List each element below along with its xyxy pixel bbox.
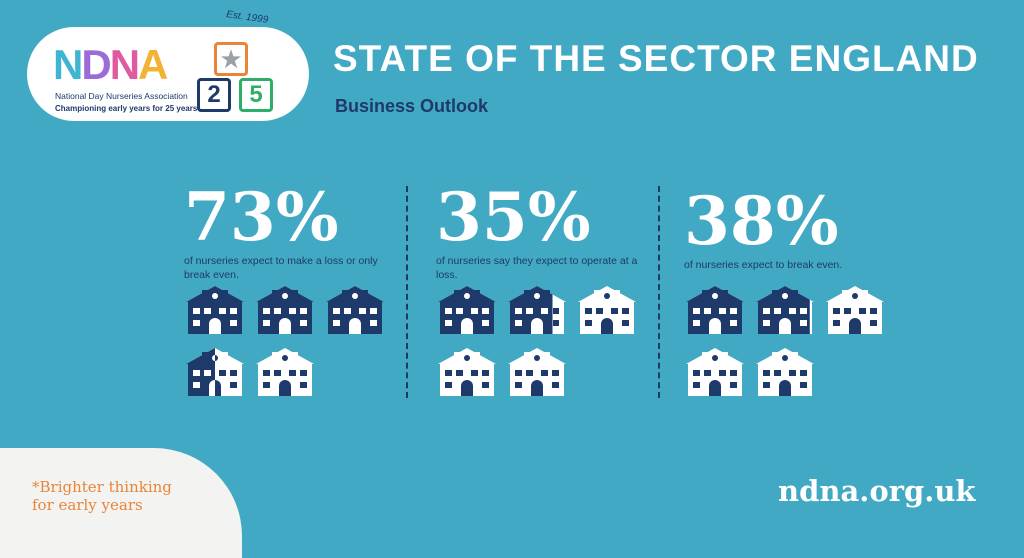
column-divider: [658, 186, 660, 398]
page-subtitle: Business Outlook: [335, 96, 489, 116]
house-icon: [256, 286, 314, 334]
page-title: STATE OF THE SECTOR ENGLAND: [333, 38, 979, 79]
logo-association-name: National Day Nurseries Association: [55, 91, 188, 101]
house-icon: [438, 286, 496, 334]
house-icon: [756, 348, 814, 396]
stat-description: of nurseries expect to make a loss or on…: [184, 255, 378, 281]
house-icon: [686, 348, 744, 396]
footer-tagline: *Brighter thinking for early years: [32, 478, 172, 514]
stat-description: of nurseries expect to break even.: [684, 259, 843, 271]
stat-break-even: 38% of nurseries expect to break even.: [684, 188, 894, 272]
footer-tagline-line2: for early years: [32, 496, 143, 514]
ndna-logo-wordmark: NDNA: [53, 41, 168, 89]
stat-loss-or-break-even: 73% of nurseries expect to make a loss o…: [184, 184, 394, 282]
footer-tagline-line1: *Brighter thinking: [32, 478, 172, 496]
block-digit-2: 2: [197, 78, 231, 112]
column-divider: [406, 186, 408, 398]
logo-letter-n2: N: [109, 41, 140, 88]
house-icon: [686, 286, 744, 334]
house-icon: [186, 286, 244, 334]
house-icon: [508, 286, 566, 334]
house-icon: [256, 348, 314, 396]
house-icon: [508, 348, 566, 396]
stat-operate-at-loss: 35% of nurseries say they expect to oper…: [436, 184, 646, 282]
star-block-icon: ★: [214, 42, 248, 76]
house-icon: [578, 286, 636, 334]
house-icon: [186, 348, 244, 396]
stat-value: 73%: [184, 178, 339, 256]
logo-tagline: Championing early years for 25 years: [55, 104, 198, 113]
stat-value: 38%: [684, 182, 839, 260]
stat-value: 35%: [436, 178, 591, 256]
logo-letter-a: A: [138, 41, 168, 88]
block-digit-5: 5: [239, 78, 273, 112]
logo-est-year: Est. 1999: [225, 9, 269, 26]
house-icon: [438, 348, 496, 396]
house-icon: [326, 286, 384, 334]
stat-description: of nurseries say they expect to operate …: [436, 255, 638, 281]
website-link[interactable]: ndna.org.uk: [778, 474, 976, 508]
house-icon: [826, 286, 884, 334]
house-icon: [756, 286, 814, 334]
logo-card: NDNA National Day Nurseries Association …: [27, 27, 309, 121]
logo-letter-d: D: [81, 41, 111, 88]
logo-letter-n1: N: [53, 41, 83, 88]
